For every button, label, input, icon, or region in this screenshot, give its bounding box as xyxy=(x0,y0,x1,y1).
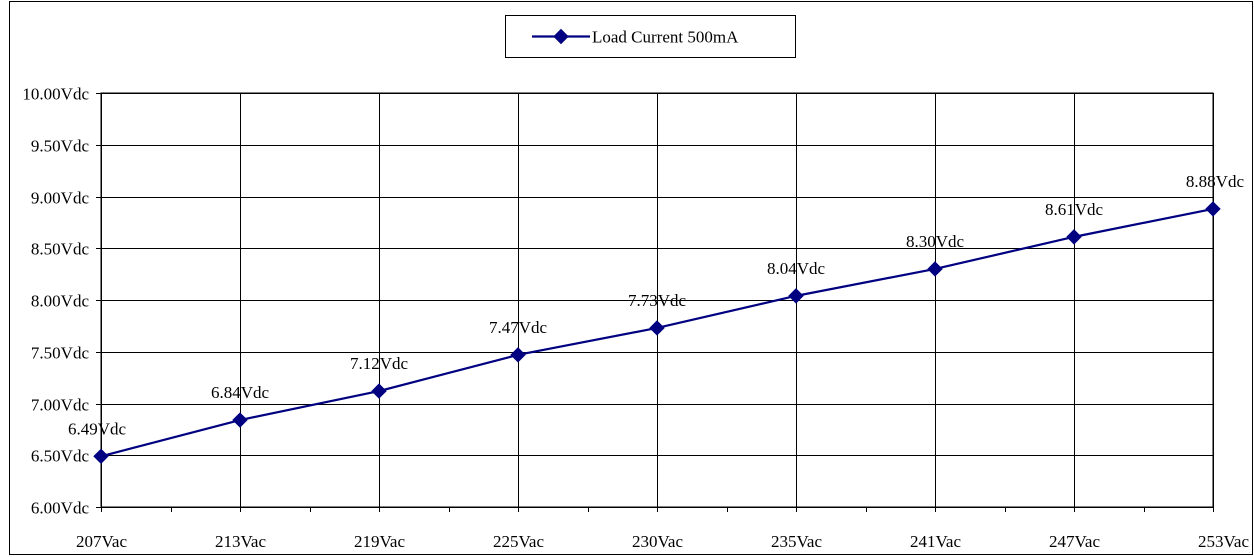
data-point-marker xyxy=(1066,229,1082,245)
legend-marker xyxy=(553,28,569,45)
x-tick-label: 219Vac xyxy=(354,532,405,551)
legend-label: Load Current 500mA xyxy=(592,28,739,47)
x-tick-label: 213Vac xyxy=(215,532,266,551)
data-point-marker xyxy=(510,347,526,363)
data-label: 8.88Vdc xyxy=(1186,172,1245,191)
data-label: 6.84Vdc xyxy=(211,383,270,402)
data-label: 7.73Vdc xyxy=(628,291,687,310)
data-label: 6.49Vdc xyxy=(68,419,127,438)
y-tick-label: 10.00Vdc xyxy=(22,85,89,104)
data-point-marker xyxy=(649,320,665,336)
data-point-marker xyxy=(1205,201,1221,217)
data-label: 8.30Vdc xyxy=(906,232,965,251)
y-tick-label: 8.50Vdc xyxy=(31,240,90,259)
data-point-marker xyxy=(93,448,109,464)
y-tick-label: 7.00Vdc xyxy=(31,396,90,415)
y-tick-label: 8.00Vdc xyxy=(31,292,90,311)
y-tick-label: 9.00Vdc xyxy=(31,189,90,208)
data-point-marker xyxy=(232,412,248,428)
y-tick-label: 7.50Vdc xyxy=(31,344,90,363)
data-point-marker xyxy=(927,261,943,277)
x-tick-label: 253Vac xyxy=(1198,532,1249,551)
x-tick-label: 225Vac xyxy=(493,532,544,551)
y-tick-label: 6.00Vdc xyxy=(31,499,90,518)
data-label: 8.04Vdc xyxy=(767,259,826,278)
x-tick-label: 241Vac xyxy=(910,532,961,551)
data-label: 8.61Vdc xyxy=(1045,200,1104,219)
data-label: 7.12Vdc xyxy=(350,354,409,373)
data-label: 7.47Vdc xyxy=(489,318,548,337)
y-tick-label: 9.50Vdc xyxy=(31,137,90,156)
data-point-marker xyxy=(371,383,387,399)
x-tick-label: 247Vac xyxy=(1049,532,1100,551)
x-tick-label: 235Vac xyxy=(771,532,822,551)
x-tick-label: 207Vac xyxy=(76,532,127,551)
data-point-marker xyxy=(788,288,804,304)
y-tick-label: 6.50Vdc xyxy=(31,447,90,466)
x-tick-label: 230Vac xyxy=(632,532,683,551)
